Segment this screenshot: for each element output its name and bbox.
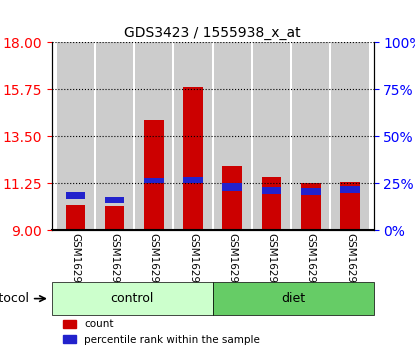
Bar bbox=[340, 182, 360, 230]
Legend: count, percentile rank within the sample: count, percentile rank within the sample bbox=[59, 315, 264, 349]
Text: GSM162958: GSM162958 bbox=[110, 233, 120, 296]
Text: protocol: protocol bbox=[0, 292, 30, 305]
Text: GSM162956: GSM162956 bbox=[227, 233, 237, 296]
Text: GSM162962: GSM162962 bbox=[188, 233, 198, 296]
Bar bbox=[214, 42, 251, 230]
Text: GSM162957: GSM162957 bbox=[266, 233, 276, 296]
Text: GSM162959: GSM162959 bbox=[306, 233, 316, 296]
Bar bbox=[222, 183, 242, 191]
FancyBboxPatch shape bbox=[213, 282, 374, 315]
Bar bbox=[105, 197, 124, 203]
Bar bbox=[262, 187, 281, 194]
Text: GSM162961: GSM162961 bbox=[345, 233, 355, 296]
Text: control: control bbox=[110, 292, 154, 305]
Bar bbox=[135, 42, 173, 230]
Bar bbox=[96, 42, 133, 230]
Bar bbox=[301, 183, 320, 230]
Bar bbox=[66, 205, 85, 230]
Text: GSM162954: GSM162954 bbox=[71, 233, 81, 296]
Bar bbox=[105, 206, 124, 230]
Text: diet: diet bbox=[281, 292, 305, 305]
Bar bbox=[301, 188, 320, 195]
Bar bbox=[331, 42, 369, 230]
Bar bbox=[174, 42, 212, 230]
Text: GSM162960: GSM162960 bbox=[149, 233, 159, 296]
Bar bbox=[292, 42, 330, 230]
Bar bbox=[144, 120, 164, 230]
Bar bbox=[57, 42, 94, 230]
Bar bbox=[262, 177, 281, 230]
Bar bbox=[144, 178, 164, 183]
Bar bbox=[222, 166, 242, 230]
FancyBboxPatch shape bbox=[52, 282, 213, 315]
Bar bbox=[183, 87, 203, 230]
Bar bbox=[253, 42, 290, 230]
Bar bbox=[183, 177, 203, 183]
Bar bbox=[66, 192, 85, 199]
Title: GDS3423 / 1555938_x_at: GDS3423 / 1555938_x_at bbox=[124, 26, 301, 40]
Bar bbox=[340, 186, 360, 193]
